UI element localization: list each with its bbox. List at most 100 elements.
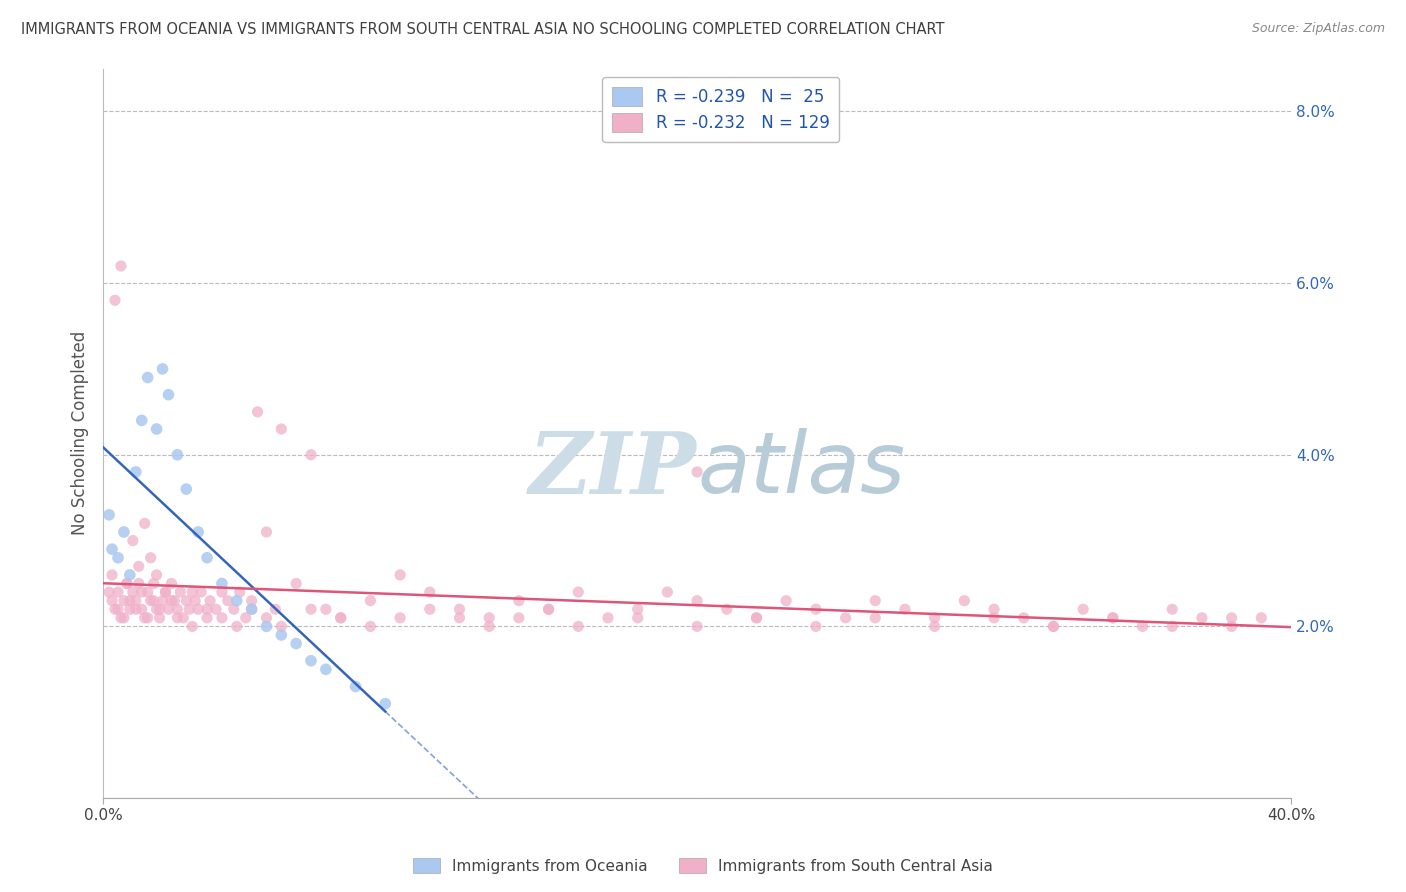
Point — [110, 259, 132, 273]
Point — [299, 654, 322, 668]
Point — [567, 619, 589, 633]
Point — [508, 611, 530, 625]
Point — [125, 465, 148, 479]
Point — [166, 611, 188, 625]
Point — [716, 602, 738, 616]
Text: Source: ZipAtlas.com: Source: ZipAtlas.com — [1251, 22, 1385, 36]
Point — [775, 593, 797, 607]
Text: IMMIGRANTS FROM OCEANIA VS IMMIGRANTS FROM SOUTH CENTRAL ASIA NO SCHOOLING COMPL: IMMIGRANTS FROM OCEANIA VS IMMIGRANTS FR… — [21, 22, 945, 37]
Point — [1161, 602, 1184, 616]
Point — [98, 508, 121, 522]
Point — [1101, 611, 1123, 625]
Point — [745, 611, 768, 625]
Point — [315, 602, 337, 616]
Point — [686, 465, 709, 479]
Point — [107, 550, 129, 565]
Point — [136, 370, 159, 384]
Point — [131, 602, 153, 616]
Point — [195, 611, 218, 625]
Point — [139, 593, 162, 607]
Point — [1071, 602, 1094, 616]
Point — [145, 602, 167, 616]
Point — [285, 636, 308, 650]
Point — [449, 602, 471, 616]
Legend: R = -0.239   N =  25, R = -0.232   N = 129: R = -0.239 N = 25, R = -0.232 N = 129 — [602, 77, 839, 142]
Point — [121, 533, 143, 548]
Point — [329, 611, 352, 625]
Point — [299, 602, 322, 616]
Point — [174, 593, 197, 607]
Point — [131, 413, 153, 427]
Point — [195, 602, 218, 616]
Point — [478, 619, 501, 633]
Point — [179, 602, 201, 616]
Point — [112, 611, 135, 625]
Point — [537, 602, 560, 616]
Point — [1161, 619, 1184, 633]
Point — [240, 593, 263, 607]
Point — [166, 448, 188, 462]
Point — [804, 619, 827, 633]
Point — [508, 593, 530, 607]
Point — [1220, 619, 1243, 633]
Point — [270, 422, 292, 436]
Point — [184, 593, 207, 607]
Point — [419, 585, 441, 599]
Point — [235, 611, 257, 625]
Text: ZIP: ZIP — [529, 428, 697, 511]
Point — [136, 611, 159, 625]
Point — [169, 585, 191, 599]
Point — [101, 542, 124, 557]
Point — [148, 602, 170, 616]
Point — [128, 559, 150, 574]
Point — [256, 611, 278, 625]
Text: atlas: atlas — [697, 428, 905, 511]
Legend: Immigrants from Oceania, Immigrants from South Central Asia: Immigrants from Oceania, Immigrants from… — [406, 852, 1000, 880]
Point — [686, 593, 709, 607]
Point — [211, 576, 233, 591]
Point — [118, 568, 141, 582]
Point — [112, 593, 135, 607]
Point — [160, 576, 183, 591]
Point — [172, 611, 194, 625]
Point — [145, 422, 167, 436]
Point — [211, 585, 233, 599]
Point — [1042, 619, 1064, 633]
Point — [181, 619, 204, 633]
Point — [217, 593, 239, 607]
Point — [139, 550, 162, 565]
Point — [101, 568, 124, 582]
Point — [359, 619, 381, 633]
Point — [142, 576, 165, 591]
Point — [225, 593, 247, 607]
Point — [166, 602, 188, 616]
Point — [152, 362, 174, 376]
Point — [131, 585, 153, 599]
Point — [118, 593, 141, 607]
Point — [478, 611, 501, 625]
Point — [205, 602, 228, 616]
Point — [344, 680, 367, 694]
Point — [155, 585, 177, 599]
Point — [359, 593, 381, 607]
Point — [125, 602, 148, 616]
Point — [329, 611, 352, 625]
Point — [983, 611, 1005, 625]
Point — [389, 568, 412, 582]
Point — [389, 611, 412, 625]
Point — [142, 593, 165, 607]
Point — [112, 524, 135, 539]
Point — [157, 602, 180, 616]
Point — [115, 576, 138, 591]
Point — [107, 602, 129, 616]
Point — [187, 524, 209, 539]
Point — [627, 611, 650, 625]
Point — [148, 611, 170, 625]
Point — [98, 585, 121, 599]
Point — [110, 611, 132, 625]
Point — [118, 602, 141, 616]
Point — [834, 611, 856, 625]
Point — [121, 585, 143, 599]
Point — [865, 611, 887, 625]
Point — [155, 585, 177, 599]
